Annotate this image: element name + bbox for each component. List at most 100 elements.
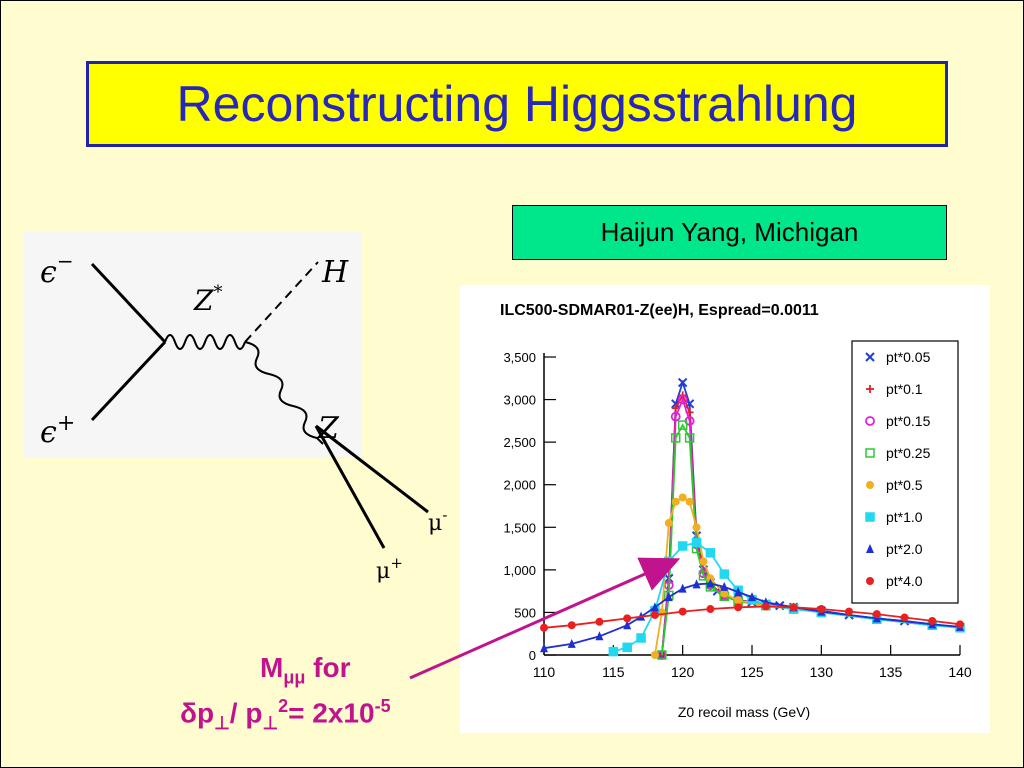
data-point (685, 497, 694, 506)
data-point (691, 537, 702, 548)
data-point (567, 621, 576, 630)
legend-marker (865, 448, 875, 458)
legend-entry: pt*0.25 (886, 445, 931, 461)
annotation-m: M (260, 652, 284, 683)
positron-arrow (122, 341, 166, 388)
legend-entry: pt*1.0 (886, 509, 923, 525)
mu-plus-arrow (351, 491, 385, 549)
legend: pt*0.05 pt*0.1 pt*0.15 pt*0.25 pt*0.5 pt*1.0 p… (851, 340, 959, 604)
mu-plus-line (314, 425, 386, 549)
slide-title: Reconstructing Higgsstrahlung (176, 76, 858, 132)
data-point (900, 613, 909, 622)
data-point (761, 602, 770, 611)
annotation-equals: = 2x10 (288, 697, 375, 729)
data-point (734, 603, 743, 612)
annotation-line-2: δp⊥/ p⊥2= 2x10-5 (180, 696, 391, 734)
marker-stroke (677, 377, 688, 388)
data-point (608, 646, 619, 657)
data-point (670, 433, 681, 443)
data-point (677, 394, 688, 405)
x-tick-label: 140 (948, 664, 972, 680)
data-point (664, 556, 674, 567)
data-point (671, 497, 680, 506)
y-tick-label: 2,500 (503, 435, 536, 450)
data-point (678, 583, 687, 593)
y-tick-label: 3,000 (503, 393, 536, 408)
author-box: Haijun Yang, Michigan (512, 205, 947, 260)
x-tick-label: 120 (671, 664, 695, 680)
data-point (705, 548, 716, 558)
data-point (650, 610, 659, 619)
data-point (684, 433, 695, 443)
data-point (845, 607, 854, 616)
legend-entry: pt*4.0 (886, 573, 923, 589)
data-point (650, 651, 659, 659)
y-tick-label: 500 (514, 605, 536, 620)
annotation-line-1: Mμμ for (260, 652, 350, 689)
legend-marker (866, 481, 874, 489)
x-tick-label: 110 (533, 664, 556, 680)
legend-box (851, 340, 959, 604)
data-point (623, 614, 632, 623)
mu-plus-label: μ+ (376, 554, 403, 584)
data-point (734, 596, 743, 605)
y-tick-label: 1,000 (503, 563, 536, 578)
legend-marker (866, 577, 874, 585)
y-tick-label: 1,500 (503, 520, 536, 535)
data-point (664, 592, 673, 602)
data-point (677, 377, 688, 388)
data-point (734, 586, 743, 596)
data-point (677, 420, 688, 430)
annotation-perp-2: ⊥ (262, 712, 279, 733)
mu-minus-arrow (315, 425, 379, 475)
annotation-p: p (196, 697, 215, 729)
data-point (720, 589, 729, 598)
legend-entry: pt*0.15 (886, 413, 931, 429)
data-point (678, 607, 687, 616)
z-boson-line (244, 341, 324, 445)
annotation-mumu: μμ (283, 667, 306, 688)
y-tick-label: 0 (529, 648, 536, 663)
y-tick-label: 2,000 (503, 478, 536, 493)
electron-label: ϵ− (40, 249, 74, 290)
data-point (720, 581, 729, 591)
x-tick-label: 130 (810, 664, 834, 680)
data-point (872, 610, 881, 619)
data-point (956, 620, 964, 629)
zstar-label: Z* (193, 282, 222, 317)
data-point (540, 623, 548, 632)
data-point (748, 592, 756, 602)
data-point (670, 411, 681, 422)
positron-label: ϵ+ (40, 411, 75, 450)
legend-entry: pt*0.1 (886, 381, 923, 397)
data-point (928, 616, 937, 625)
higgs-line (244, 261, 319, 343)
annotation-slash-p: / p (229, 697, 263, 729)
annotation-squared: 2 (278, 696, 289, 716)
data-point (692, 523, 701, 532)
x-tick-label: 125 (740, 664, 764, 680)
annotation-delta: δ (180, 697, 197, 729)
data-point (678, 493, 687, 502)
mu-minus-line (315, 424, 429, 514)
data-point (595, 617, 604, 626)
legend-entry: pt*2.0 (886, 541, 923, 557)
y-tick-label: 3,500 (503, 350, 536, 365)
annotation-for: for (305, 652, 351, 683)
data-point (706, 574, 715, 583)
data-point (699, 557, 708, 566)
data-point (706, 578, 715, 588)
legend-marker (865, 416, 875, 426)
legend-marker (865, 352, 875, 362)
legend-marker (866, 385, 874, 393)
data-point (664, 519, 673, 528)
plot-canvas: ILC500-SDMAR01-Z(ee)H, Espread=0.0011 Z0… (500, 302, 972, 720)
data-point (636, 633, 646, 643)
author-label: Haijun Yang, Michigan (600, 217, 859, 247)
series-line-7 (543, 605, 961, 629)
data-point (706, 605, 715, 614)
legend-marker (866, 544, 874, 553)
z-label: Z (317, 411, 340, 446)
legend-entry: pt*0.5 (886, 477, 923, 493)
